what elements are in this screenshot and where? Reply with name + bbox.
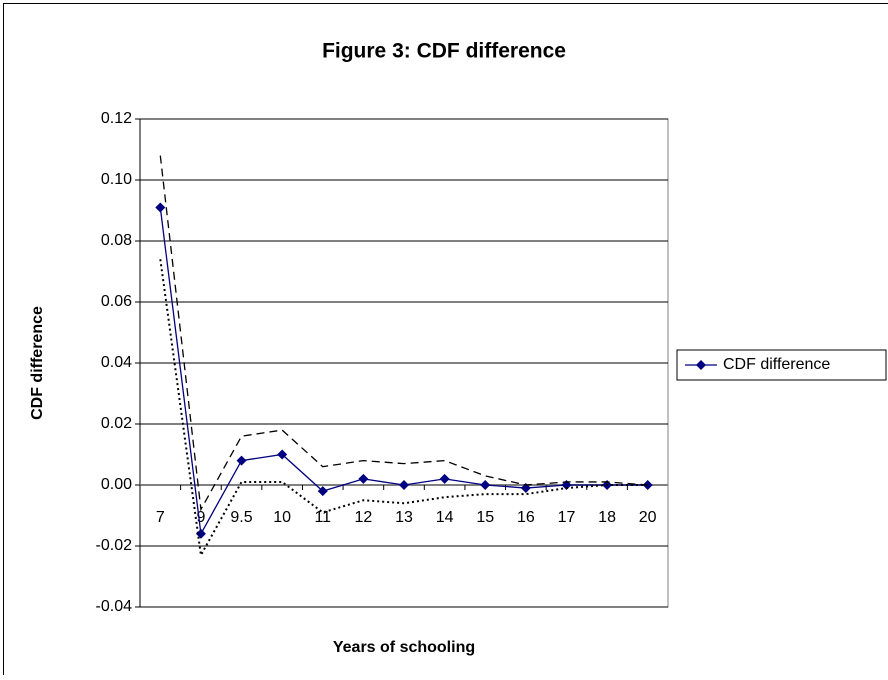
x-tick-label: 9.5: [230, 509, 252, 526]
y-tick-label: 0.08: [101, 232, 132, 249]
y-tick-label: 0.10: [101, 171, 132, 188]
x-tick-label: 7: [156, 509, 165, 526]
x-axis-label: Years of schooling: [333, 639, 475, 656]
x-tick-label: 20: [639, 509, 657, 526]
y-axis-label: CDF difference: [29, 306, 46, 420]
x-tick-label: 16: [517, 509, 535, 526]
x-tick-label: 12: [354, 509, 372, 526]
x-tick-label: 14: [436, 509, 454, 526]
y-tick-label: -0.04: [96, 598, 133, 615]
x-tick-label: 10: [273, 509, 291, 526]
y-tick-label: 0.04: [101, 354, 132, 371]
chart-title: Figure 3: CDF difference: [322, 40, 566, 63]
y-tick-label: -0.02: [96, 537, 133, 554]
x-tick-label: 17: [558, 509, 576, 526]
y-tick-label: 0.06: [101, 293, 132, 310]
y-tick-label: 0.02: [101, 415, 132, 432]
y-tick-label: 0.00: [101, 476, 132, 493]
x-tick-label: 18: [598, 509, 616, 526]
x-tick-label: 15: [476, 509, 494, 526]
y-tick-label: 0.12: [101, 110, 132, 127]
x-tick-label: 11: [314, 509, 331, 526]
x-tick-label: 13: [395, 509, 413, 526]
legend-label: CDF difference: [723, 356, 830, 373]
